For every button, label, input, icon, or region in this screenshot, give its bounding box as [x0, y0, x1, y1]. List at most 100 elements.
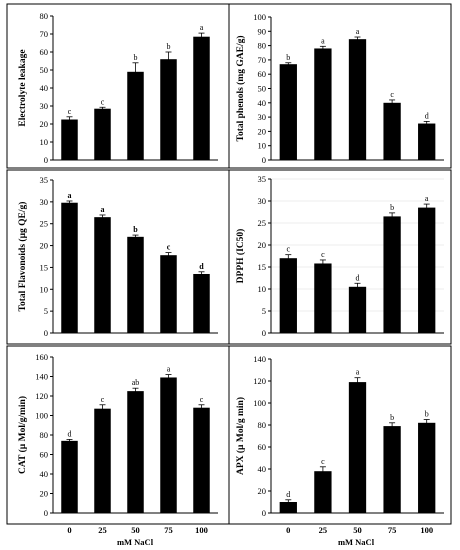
y-tick-label: 0	[262, 328, 266, 338]
significance-letter: a	[356, 368, 360, 377]
bar	[61, 119, 78, 160]
y-tick-label: 60	[258, 442, 267, 452]
significance-letter: c	[101, 395, 105, 404]
significance-letter: b	[390, 203, 394, 212]
bar	[383, 216, 401, 333]
significance-letter: b	[425, 410, 429, 419]
y-tick-label: 120	[35, 391, 48, 401]
x-tick-label: 50	[353, 525, 362, 535]
significance-letter: a	[167, 365, 171, 374]
chart-panel-bottom-right: 0 20 40 60 80 100 120 140 APX (µ Mol/g min) d c a b b	[228, 345, 452, 525]
significance-letter: c	[101, 97, 105, 106]
y-tick-label: 50	[258, 84, 267, 94]
bar	[314, 48, 332, 160]
y-axis-label: Total Flavonoids (µg QE/g)	[17, 202, 28, 312]
y-tick-label: 80	[40, 11, 49, 21]
y-tick-label: 35	[40, 175, 49, 185]
chart-panel-middle-left: 0 5 10 15 20 25 30 35 Total Flavonoids (µg QE/g)…	[6, 169, 230, 345]
significance-letter: ab	[132, 378, 140, 387]
y-tick-label: 120	[253, 376, 266, 386]
chart-panel-top-right: 0 10 20 30 40 50 60 70 80 90 100 Total phenols (mg …	[228, 3, 452, 169]
significance-letter: a	[200, 23, 204, 32]
bar	[418, 123, 436, 160]
y-tick-label: 100	[253, 398, 266, 408]
x-axis-title: mM NaCl	[338, 537, 375, 547]
y-tick-label: 0	[44, 328, 48, 338]
y-tick-label: 40	[258, 98, 267, 108]
x-axis-title: mM NaCl	[117, 537, 154, 547]
y-tick-label: 20	[258, 486, 267, 496]
x-tick-label: 100	[195, 525, 208, 535]
y-tick-label: 80	[258, 41, 267, 51]
significance-letter: d	[199, 262, 204, 271]
significance-letter: d	[68, 429, 72, 438]
significance-letter: d	[425, 111, 429, 120]
significance-letter: a	[68, 191, 72, 200]
x-tick-label: 75	[388, 525, 397, 535]
significance-letter: a	[425, 194, 429, 203]
y-tick-label: 40	[40, 469, 49, 479]
y-tick-label: 35	[258, 174, 267, 184]
y-tick-label: 140	[253, 354, 266, 364]
significance-letter: b	[390, 413, 394, 422]
significance-letter: b	[167, 42, 171, 51]
bar	[193, 273, 210, 333]
panel-frame	[228, 345, 452, 525]
y-tick-label: 15	[40, 262, 49, 272]
bar	[94, 108, 111, 160]
chart-panel-bottom-left: 0 20 40 60 80 100 120 140 160 CAT (µ Mol/g/min) d c…	[6, 345, 230, 525]
significance-letter: a	[321, 36, 325, 45]
bar	[418, 422, 436, 513]
x-tick-label: 0	[286, 525, 290, 535]
y-tick-label: 40	[258, 464, 267, 474]
bar	[127, 71, 144, 160]
bar	[61, 202, 78, 333]
bar	[383, 426, 401, 513]
significance-letter: c	[167, 243, 171, 252]
panel-frame	[228, 3, 452, 169]
bar	[279, 64, 297, 160]
bar	[383, 102, 401, 160]
bar	[94, 408, 111, 513]
y-tick-label: 10	[258, 141, 267, 151]
y-tick-label: 70	[258, 55, 267, 65]
significance-letter: b	[133, 225, 138, 234]
bar	[279, 258, 297, 333]
bar	[348, 286, 367, 333]
y-tick-label: 30	[258, 196, 267, 206]
y-tick-label: 15	[258, 262, 267, 272]
bar	[160, 377, 177, 513]
chart-panel-middle-right: 0 5 10 15 20 25 30 35 DPPH (IC50) c c d b a	[228, 169, 452, 345]
significance-letter: c	[287, 245, 291, 254]
y-tick-label: 60	[40, 450, 49, 460]
x-tick-label: 25	[98, 525, 107, 535]
y-tick-label: 70	[40, 29, 49, 39]
x-tick-label: 0	[67, 525, 71, 535]
y-tick-label: 20	[40, 119, 49, 129]
bar	[314, 263, 332, 333]
y-tick-label: 90	[258, 26, 267, 36]
y-tick-label: 60	[258, 69, 267, 79]
bar	[127, 391, 144, 513]
y-axis-label: Total phenols (mg GAE/g)	[235, 35, 246, 141]
y-tick-label: 30	[40, 197, 49, 207]
significance-letter: c	[321, 457, 325, 466]
y-tick-label: 5	[262, 306, 266, 316]
y-tick-label: 0	[262, 508, 266, 518]
bar	[61, 440, 78, 513]
y-tick-label: 40	[40, 83, 49, 93]
bar	[160, 255, 177, 333]
y-tick-label: 10	[40, 284, 49, 294]
x-tick-label: 50	[131, 525, 140, 535]
significance-letter: c	[200, 395, 204, 404]
y-tick-label: 25	[258, 218, 267, 228]
significance-letter: d	[286, 490, 290, 499]
chart-panel-top-left: 0 10 20 30 40 50 60 70 80 Electrolyte leakage c c b b…	[6, 3, 230, 169]
y-axis-label: Electrolyte leakage	[18, 49, 28, 126]
y-tick-label: 60	[40, 47, 49, 57]
significance-letter: a	[101, 205, 105, 214]
y-tick-label: 0	[44, 155, 48, 165]
bar	[348, 39, 367, 160]
